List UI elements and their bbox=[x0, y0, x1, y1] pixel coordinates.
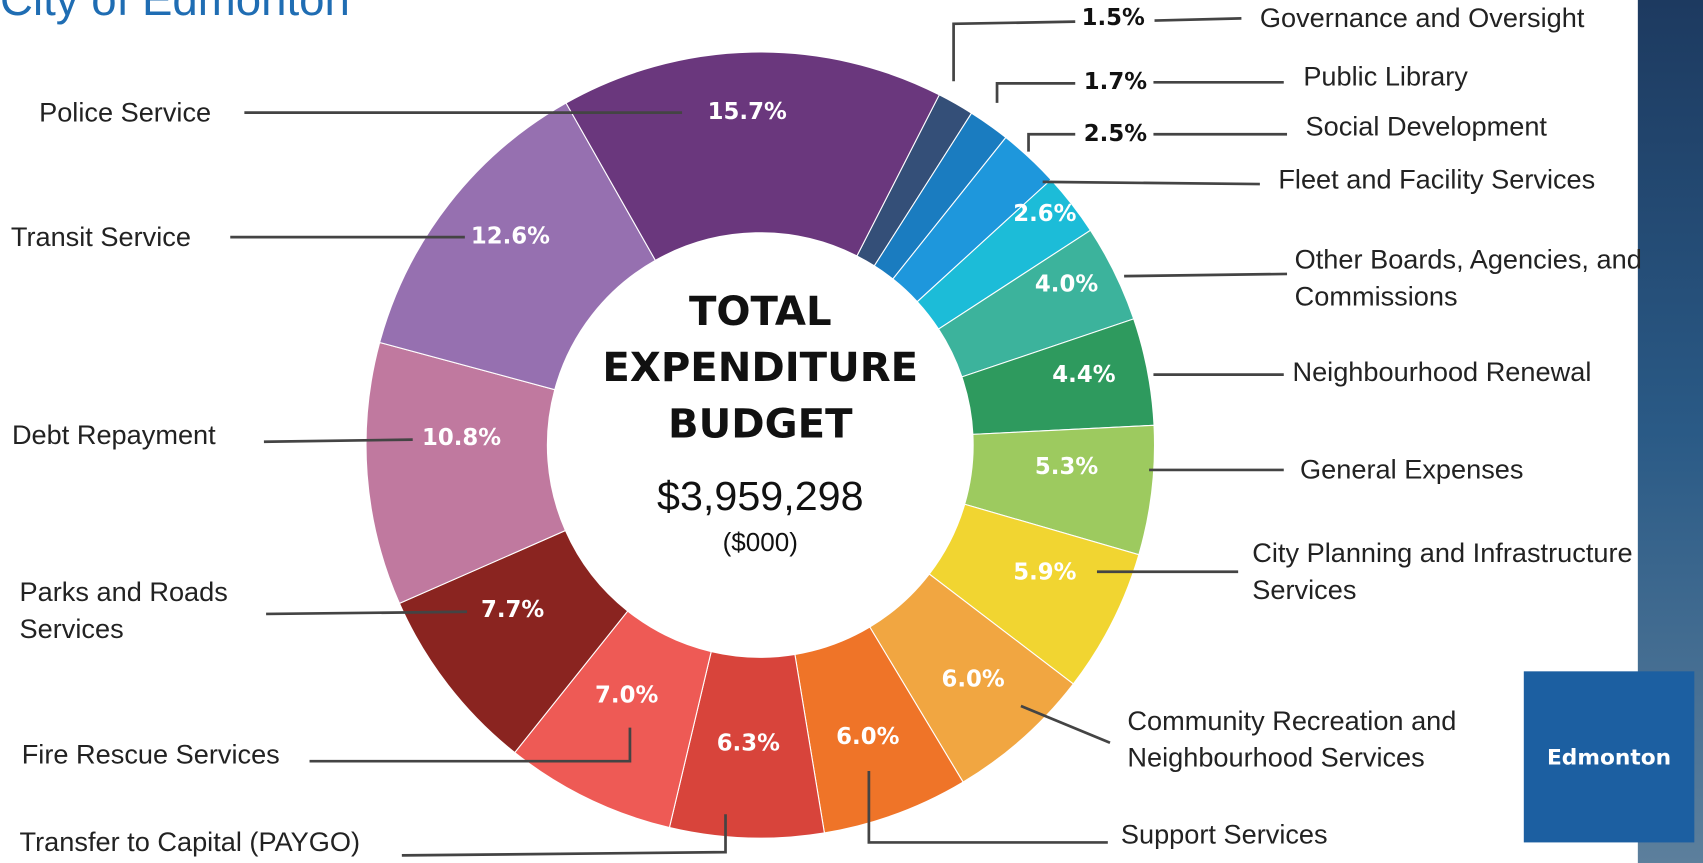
value-label: 7.7% bbox=[481, 597, 544, 623]
category-label: Parks and Roads Services bbox=[19, 577, 228, 645]
value-label: 1.5% bbox=[1082, 5, 1145, 31]
category-label: City Planning and Infrastructure Service… bbox=[1252, 538, 1633, 606]
value-label: 2.6% bbox=[1013, 201, 1076, 227]
leader-line bbox=[867, 770, 1108, 844]
category-label: Fire Rescue Services bbox=[21, 739, 280, 770]
category-label: Other Boards, Agencies, and Commissions bbox=[1294, 244, 1642, 312]
category-label: Debt Repayment bbox=[11, 420, 216, 451]
slice bbox=[565, 51, 940, 262]
category-label: Fleet and Facility Services bbox=[1278, 164, 1596, 195]
center-value: $3,959,298 bbox=[656, 474, 864, 520]
category-label: Community Recreation and Neighbourhood S… bbox=[1127, 705, 1457, 774]
category-label: Transit Service bbox=[10, 221, 191, 253]
center-title: TOTAL EXPENDITURE BUDGET bbox=[602, 288, 919, 448]
center-unit: ($000) bbox=[722, 528, 798, 558]
value-label: 10.8% bbox=[422, 425, 501, 451]
category-label: Transfer to Capital (PAYGO) bbox=[19, 827, 361, 858]
value-label: 4.4% bbox=[1052, 362, 1115, 388]
value-label: 1.7% bbox=[1084, 69, 1147, 95]
donut-hole bbox=[547, 232, 974, 658]
logo: Edmonton bbox=[1523, 671, 1695, 843]
category-label: Social Development bbox=[1305, 111, 1547, 142]
value-label: 6.0% bbox=[942, 667, 1005, 693]
leader-line bbox=[1154, 17, 1242, 22]
value-label: 4.0% bbox=[1035, 271, 1098, 297]
category-label: General Expenses bbox=[1300, 454, 1524, 486]
leader-line bbox=[266, 610, 468, 616]
leader-line bbox=[1027, 132, 1076, 152]
value-label: 12.6% bbox=[471, 224, 550, 250]
category-label: Governance and Oversight bbox=[1259, 3, 1585, 34]
leader-line bbox=[263, 438, 413, 444]
leader-line bbox=[952, 20, 1076, 82]
category-label: Support Services bbox=[1120, 819, 1328, 850]
value-label: 6.3% bbox=[717, 730, 780, 756]
leader-line bbox=[1124, 272, 1288, 278]
value-label: 5.9% bbox=[1013, 559, 1076, 585]
category-label: Police Service bbox=[39, 97, 212, 128]
leader-line bbox=[995, 82, 1076, 103]
chart-title: City of Edmonton bbox=[0, 0, 350, 26]
value-label: 2.5% bbox=[1084, 121, 1147, 147]
value-label: 5.3% bbox=[1035, 454, 1098, 480]
value-label: 7.0% bbox=[595, 683, 658, 709]
value-label: 6.0% bbox=[836, 724, 899, 750]
leader-line bbox=[401, 814, 727, 857]
category-label: Public Library bbox=[1303, 61, 1468, 93]
value-label: 15.7% bbox=[708, 99, 787, 125]
category-label: Neighbourhood Renewal bbox=[1292, 357, 1592, 388]
leader-line bbox=[1020, 704, 1111, 745]
leader-line bbox=[1042, 180, 1260, 186]
leader-line bbox=[309, 727, 632, 763]
